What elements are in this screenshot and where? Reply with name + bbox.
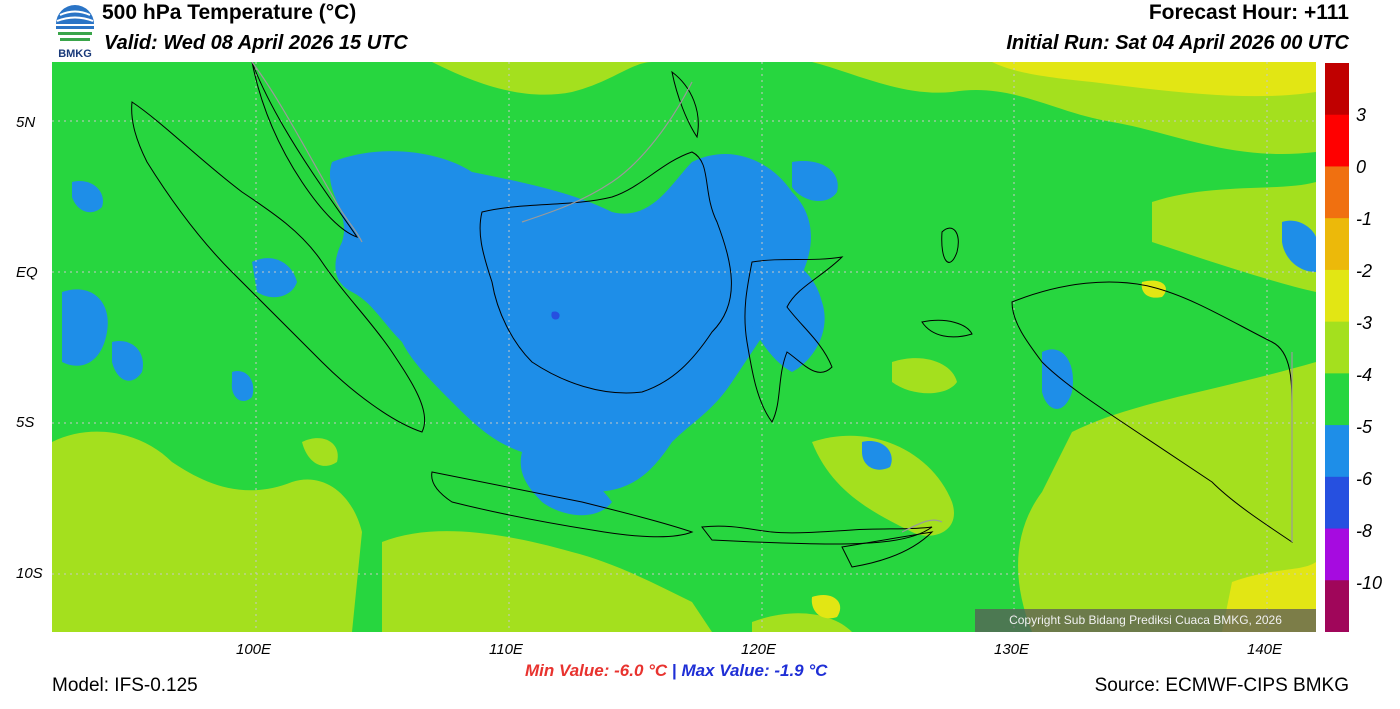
colorbar xyxy=(1325,63,1349,633)
model-label: Model: IFS-0.125 xyxy=(52,675,198,696)
boundaries xyxy=(251,61,1293,542)
colorbar-swatch xyxy=(1325,425,1349,478)
colorbar-swatch xyxy=(1325,476,1349,530)
colorbar-label: -8 xyxy=(1356,521,1373,541)
colorbar-label: 3 xyxy=(1356,105,1367,125)
temperature-map xyxy=(52,61,1316,632)
gridlines xyxy=(52,62,1316,632)
colorbar-label: -10 xyxy=(1356,573,1383,593)
lat-label: EQ xyxy=(16,264,38,281)
lon-label: 130E xyxy=(994,641,1030,658)
min-max-values: Min Value: -6.0 °C | Max Value: -1.9 °C xyxy=(525,661,827,681)
colorbar-swatch xyxy=(1325,528,1349,581)
chart-title: 500 hPa Temperature (°C) xyxy=(102,1,357,24)
colorbar-swatch xyxy=(1325,321,1349,374)
bmkg-logo: BMKG xyxy=(52,2,98,60)
lon-label: 100E xyxy=(236,641,272,658)
valid-time: Valid: Wed 08 April 2026 15 UTC xyxy=(104,32,408,54)
lon-label: 140E xyxy=(1247,641,1283,658)
lon-label: 110E xyxy=(489,641,523,658)
separator: | xyxy=(671,661,677,680)
svg-text:BMKG: BMKG xyxy=(58,48,92,60)
copyright-notice: Copyright Sub Bidang Prediksi Cuaca BMKG… xyxy=(975,609,1316,632)
min-value: Min Value: -6.0 °C xyxy=(525,661,668,680)
colorbar-swatch xyxy=(1325,580,1349,633)
colorbar-swatch xyxy=(1325,166,1349,219)
colorbar-label: 0 xyxy=(1356,157,1367,177)
colorbar-label: -4 xyxy=(1356,365,1373,385)
lat-label: 5S xyxy=(16,414,35,431)
lat-label: 5N xyxy=(16,114,36,131)
colorbar-swatch xyxy=(1325,269,1349,323)
colorbar-label: -6 xyxy=(1356,469,1373,489)
field-dark-blue xyxy=(551,311,560,320)
colorbar-swatch xyxy=(1325,218,1349,271)
field-blue xyxy=(62,151,1316,516)
colorbar-swatch xyxy=(1325,63,1349,116)
coastlines xyxy=(131,61,1293,568)
colorbar-label: -5 xyxy=(1356,417,1373,437)
max-value: Max Value: -1.9 °C xyxy=(681,661,828,680)
colorbar-label: -3 xyxy=(1356,313,1373,333)
lat-label: 10S xyxy=(16,565,43,582)
field-light-green xyxy=(52,62,1316,632)
source-label: Source: ECMWF-CIPS BMKG xyxy=(1094,675,1349,696)
colorbar-label: -1 xyxy=(1356,209,1373,229)
colorbar-swatch xyxy=(1325,114,1349,167)
lon-label: 120E xyxy=(741,641,777,658)
colorbar-swatch xyxy=(1325,373,1349,426)
forecast-hour: Forecast Hour: +111 xyxy=(1148,1,1349,24)
initial-run: Initial Run: Sat 04 April 2026 00 UTC xyxy=(1006,32,1349,54)
colorbar-label: -2 xyxy=(1356,261,1373,281)
